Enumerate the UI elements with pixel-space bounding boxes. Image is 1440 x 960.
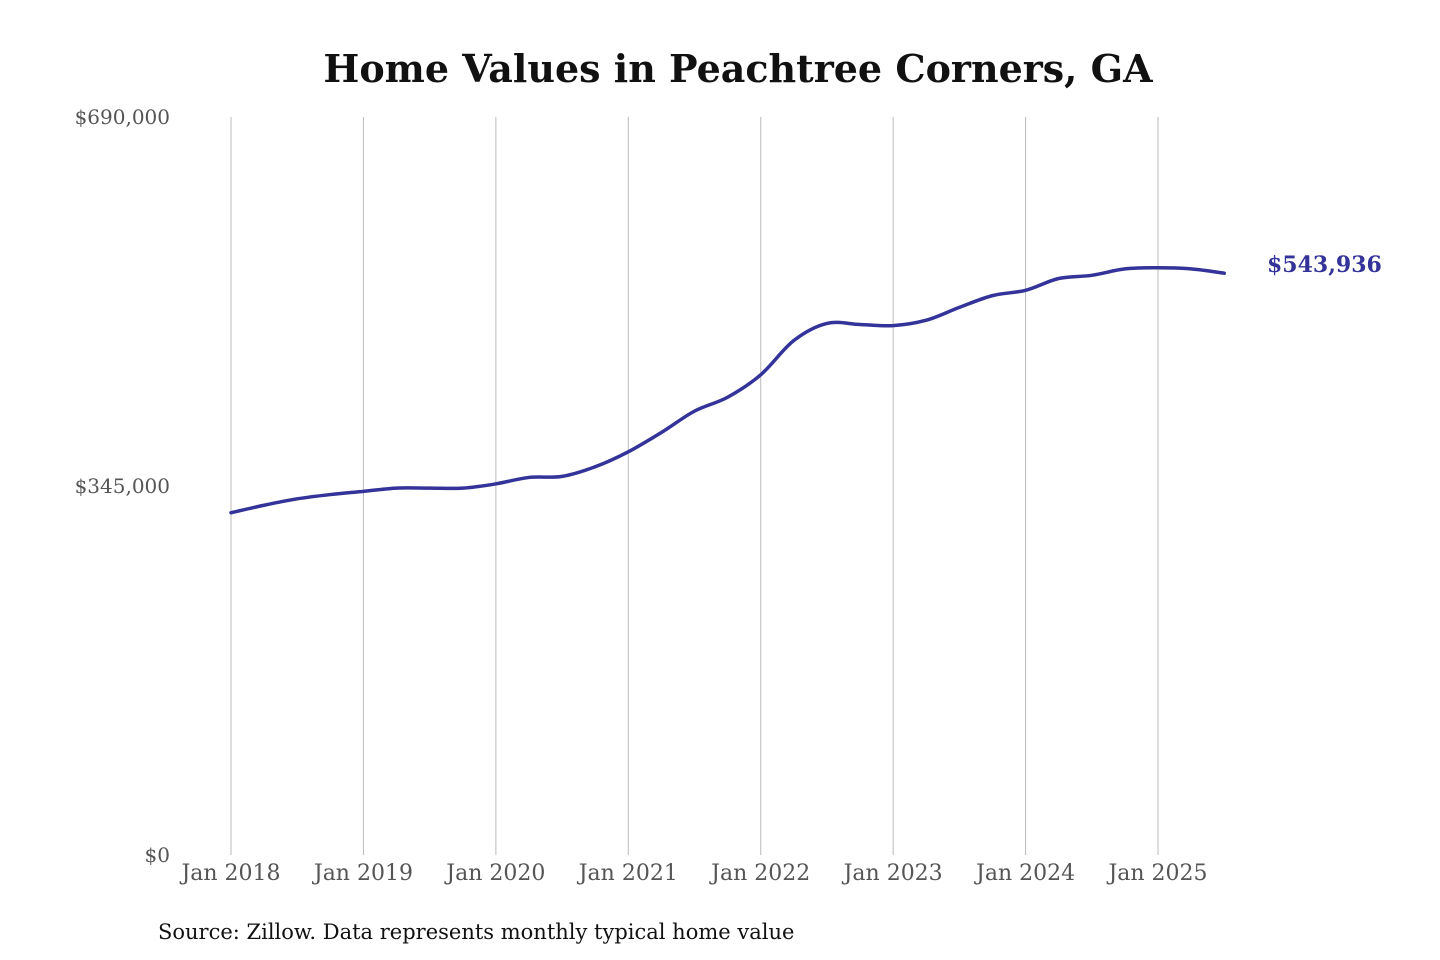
y-axis-ticks: $0 $345,000 $690,000: [75, 105, 170, 867]
source-note: Source: Zillow. Data represents monthly …: [158, 920, 794, 944]
y-tick-label-3: $690,000: [75, 105, 170, 129]
gridlines: [230, 117, 1159, 855]
x-tick-label-2: Jan 2019: [312, 861, 413, 886]
series-line-1: [229, 266, 1226, 515]
x-tick-label-1: Jan 2018: [179, 861, 280, 886]
y-tick-label-2: $345,000: [75, 474, 170, 498]
x-axis-ticks: Jan 2018 Jan 2019 Jan 2020 Jan 2021 Jan 2022…: [179, 861, 1207, 886]
x-tick-label-3: Jan 2020: [444, 861, 545, 886]
series-layer: [229, 266, 1226, 515]
x-tick-label-7: Jan 2024: [974, 861, 1075, 886]
x-tick-label-8: Jan 2025: [1106, 861, 1207, 886]
x-tick-label-4: Jan 2021: [577, 861, 678, 886]
end-value-label: $543,936: [1267, 252, 1382, 278]
x-tick-label-5: Jan 2022: [709, 861, 810, 886]
x-tick-label-6: Jan 2023: [842, 861, 943, 886]
chart-title: Home Values in Peachtree Corners, GA: [323, 46, 1153, 91]
y-tick-label-1: $0: [145, 843, 170, 867]
